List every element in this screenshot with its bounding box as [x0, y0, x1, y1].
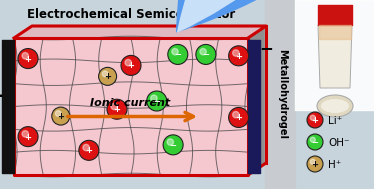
Circle shape	[307, 134, 323, 150]
Ellipse shape	[321, 99, 349, 113]
Text: −: −	[170, 141, 177, 150]
Circle shape	[233, 112, 239, 118]
Circle shape	[167, 139, 174, 145]
Circle shape	[107, 99, 127, 119]
Circle shape	[18, 127, 38, 147]
Circle shape	[22, 53, 28, 59]
Circle shape	[200, 48, 206, 55]
Circle shape	[121, 55, 141, 75]
Text: +: +	[0, 87, 4, 106]
Polygon shape	[14, 26, 266, 38]
Circle shape	[307, 156, 323, 172]
Circle shape	[102, 71, 108, 77]
FancyArrowPatch shape	[177, 0, 316, 32]
Circle shape	[99, 67, 117, 85]
Circle shape	[229, 108, 249, 127]
Circle shape	[172, 48, 178, 55]
Circle shape	[151, 95, 157, 101]
Ellipse shape	[317, 95, 353, 117]
Text: −: −	[202, 50, 209, 59]
Text: OH⁻: OH⁻	[328, 138, 349, 147]
Text: +: +	[25, 133, 31, 142]
Circle shape	[168, 44, 188, 64]
Text: +: +	[235, 113, 242, 122]
Polygon shape	[248, 26, 266, 175]
Circle shape	[147, 91, 167, 111]
Circle shape	[55, 111, 61, 116]
FancyArrowPatch shape	[178, 0, 265, 32]
Circle shape	[196, 44, 216, 64]
Circle shape	[310, 159, 315, 164]
Text: −: −	[174, 50, 181, 59]
Text: +: +	[312, 160, 319, 169]
Circle shape	[18, 49, 38, 69]
Polygon shape	[318, 25, 352, 88]
Circle shape	[83, 144, 89, 151]
Text: Electrochemical Semiconductor: Electrochemical Semiconductor	[27, 8, 235, 20]
Circle shape	[310, 115, 315, 120]
Text: +: +	[235, 52, 242, 61]
Text: −: −	[312, 138, 319, 147]
Text: −: −	[153, 97, 160, 106]
Text: +: +	[57, 112, 64, 121]
Polygon shape	[14, 38, 248, 175]
Circle shape	[125, 59, 131, 66]
Text: +: +	[113, 105, 120, 114]
Text: +: +	[25, 55, 31, 64]
Circle shape	[310, 137, 315, 142]
Text: H⁺: H⁺	[328, 160, 341, 170]
Text: Metallohydrogel: Metallohydrogel	[277, 49, 287, 139]
Text: +: +	[85, 146, 92, 155]
Circle shape	[233, 50, 239, 56]
Text: Ionic current: Ionic current	[90, 98, 170, 108]
Circle shape	[52, 107, 70, 125]
Text: +: +	[128, 61, 135, 70]
Circle shape	[22, 131, 28, 137]
Circle shape	[307, 112, 323, 128]
Circle shape	[229, 46, 249, 66]
Text: −: −	[259, 39, 273, 57]
Circle shape	[111, 103, 117, 110]
Text: +: +	[312, 116, 319, 125]
Circle shape	[163, 135, 183, 155]
Text: Li⁺: Li⁺	[328, 115, 342, 125]
Circle shape	[79, 140, 99, 160]
Text: +: +	[104, 72, 111, 81]
